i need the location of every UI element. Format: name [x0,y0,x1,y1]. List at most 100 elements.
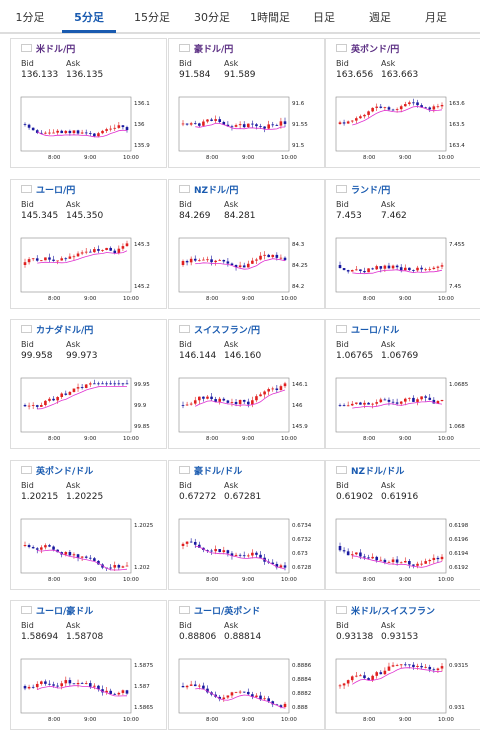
candle-body [56,260,59,262]
candle-body [226,695,230,698]
ask-label: Ask [381,621,396,630]
pair-title[interactable]: NZドル/ドル [351,467,405,477]
y-tick-label: 145.9 [292,424,308,430]
currency-card-10[interactable]: 豪ドル/ドル Bid 0.67272 Ask 0.67281 0.6734 0.6732 0.… [168,460,325,590]
price-chart: 145.3 145.2 8:00 9:00 10:00 [11,228,167,310]
candle-body [68,680,72,684]
tab-2[interactable]: 15分足 [134,11,170,24]
moving-average-line [37,129,128,138]
x-tick-label: 9:00 [399,436,412,442]
ask-label: Ask [224,59,239,68]
currency-card-5[interactable]: ランド/円 Bid 7.453 Ask 7.462 7.455 7.45 8:00 9:00 10… [325,179,480,309]
pair-title[interactable]: ランド/円 [351,186,391,196]
candlestick-chart: 0.6734 0.6732 0.673 0.6728 8:00 9:00 10:00 [178,518,312,583]
candle-body [109,690,112,694]
bid-label: Bid [336,481,349,490]
currency-card-12[interactable]: ユーロ/豪ドル Bid 1.58694 Ask 1.58708 1.5875 1.587 1.… [10,600,167,730]
candle-body [230,126,234,128]
pair-title[interactable]: ユーロ/円 [36,186,76,196]
candle-body [251,123,254,125]
pair-title[interactable]: 英ポンド/円 [351,45,400,55]
candle-body [193,684,197,687]
candle-body [403,267,407,271]
y-tick-label: 0.6198 [449,523,469,529]
y-tick-label: 91.55 [292,122,308,128]
candle-body [271,701,275,705]
tab-6[interactable]: 週足 [369,11,391,24]
candle-body [193,258,197,261]
candle-body [338,685,342,687]
candle-body [72,130,76,134]
pair-title[interactable]: 豪ドル/円 [194,45,234,55]
pair-title[interactable]: ユーロ/ドル [351,326,400,336]
tab-0[interactable]: 1分足 [15,11,45,24]
pair-title[interactable]: 英ポンド/ドル [36,467,94,477]
candle-body [412,270,415,271]
currency-card-8[interactable]: ユーロ/ドル Bid 1.06765 Ask 1.06769 1.0685 1.068 8:0… [325,319,480,449]
candle-body [263,391,266,395]
candle-body [246,263,250,268]
pair-title[interactable]: 豪ドル/ドル [194,467,243,477]
candle-body [23,124,27,125]
tab-1[interactable]: 5分足 [74,11,104,24]
candle-body [350,676,354,681]
candle-body [222,550,226,553]
candle-body [424,107,427,109]
candle-body [93,249,96,253]
candle-body [210,119,213,121]
candle-body [391,401,395,403]
tab-3[interactable]: 30分足 [194,11,230,24]
currency-card-4[interactable]: NZドル/円 Bid 84.269 Ask 84.281 84.3 84.25 84.2 8:0… [168,179,325,309]
bid-label: Bid [336,621,349,630]
currency-card-1[interactable]: 豪ドル/円 Bid 91.584 Ask 91.589 91.6 91.55 91.5 8:00… [168,38,325,168]
pair-title[interactable]: 米ドル/円 [36,45,76,55]
currency-card-13[interactable]: ユーロ/英ポンド Bid 0.88806 Ask 0.88814 0.8886 0.8884… [168,600,325,730]
candle-body [80,252,84,254]
currency-card-0[interactable]: 米ドル/円 Bid 136.133 Ask 136.135 136.1 136 135.9 8:… [10,38,167,168]
candle-body [246,691,250,695]
tab-5[interactable]: 日足 [313,11,335,24]
currency-card-2[interactable]: 英ポンド/円 Bid 163.656 Ask 163.663 163.6 163.5 163.… [325,38,480,168]
candle-body [44,545,47,548]
y-tick-label: 163.4 [449,143,465,149]
candle-body [428,397,432,400]
y-tick-label: 91.5 [292,143,305,149]
flag-za-icon [336,185,347,193]
plot-frame [20,96,132,152]
x-tick-label: 10:00 [123,717,139,723]
pair-title[interactable]: NZドル/円 [194,186,239,196]
candle-body [105,247,108,251]
candle-body [436,266,440,268]
currency-card-9[interactable]: 英ポンド/ドル Bid 1.20215 Ask 1.20225 1.2025 1.202 8:… [10,460,167,590]
candle-body [432,557,436,561]
candle-body [198,123,201,126]
y-tick-label: 0.6728 [292,565,312,571]
pair-title[interactable]: ユーロ/豪ドル [36,607,94,617]
x-tick-label: 10:00 [281,155,297,161]
currency-card-6[interactable]: カナダドル/円 Bid 99.958 Ask 99.973 99.95 99.9 99.85 8… [10,319,167,449]
plot-frame [178,658,290,714]
candle-body [238,554,242,556]
pair-title[interactable]: 米ドル/スイスフラン [351,607,436,617]
ask-label: Ask [381,340,396,349]
tab-4[interactable]: 1時間足 [250,11,290,24]
candle-body [48,257,51,260]
pair-title[interactable]: ユーロ/英ポンド [194,607,261,617]
pair-title[interactable]: スイスフラン/円 [194,326,261,336]
x-tick-label: 8:00 [206,577,219,583]
candle-body [279,565,283,568]
candle-body [263,126,266,129]
currency-card-7[interactable]: スイスフラン/円 Bid 146.144 Ask 146.160 146.1 146 145.… [168,319,325,449]
ask-label: Ask [224,200,239,209]
tab-7[interactable]: 月足 [425,11,447,24]
y-tick-label: 135.9 [134,143,150,149]
candle-body [52,684,55,686]
currency-card-3[interactable]: ユーロ/円 Bid 145.345 Ask 145.350 145.3 145.2 8:00 9… [10,179,167,309]
candle-body [31,686,35,688]
currency-card-11[interactable]: NZドル/ドル Bid 0.61902 Ask 0.61916 0.6198 0.6196 0… [325,460,480,590]
candle-body [275,125,279,126]
candlestick-chart: 91.6 91.55 91.5 8:00 9:00 10:00 [178,96,308,161]
candle-body [31,127,35,131]
pair-title[interactable]: カナダドル/円 [36,326,94,336]
currency-card-14[interactable]: 米ドル/スイスフラン Bid 0.93138 Ask 0.93153 0.9315 0.93… [325,600,480,730]
